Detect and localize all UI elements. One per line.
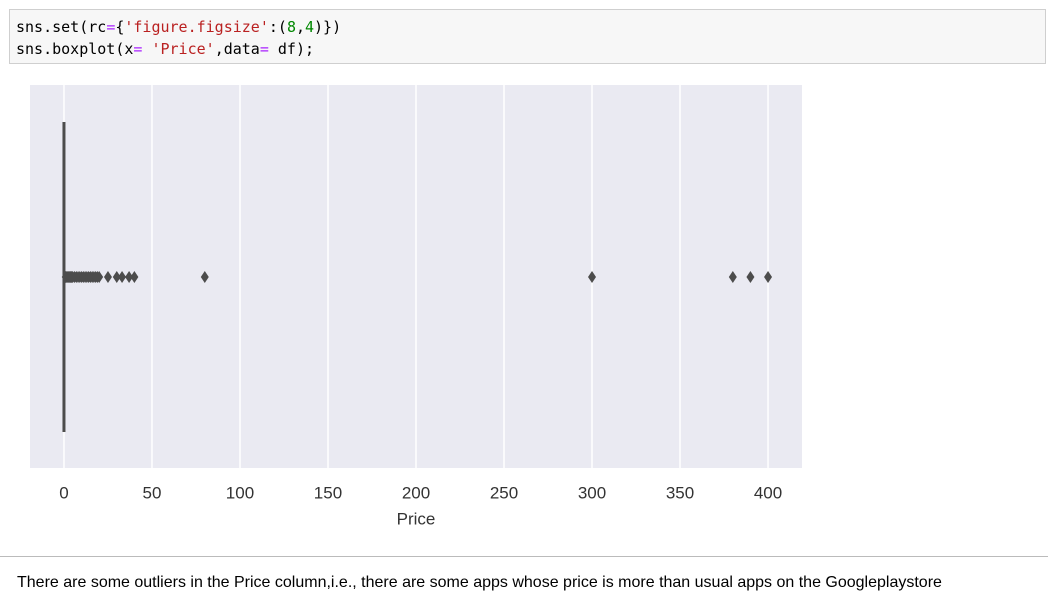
outlier [746, 271, 755, 283]
outlier [200, 271, 209, 283]
code-token: = [259, 40, 278, 58]
markdown-text: There are some outliers in the Price col… [17, 574, 942, 591]
code-line: sns.boxplot(x= 'Price',data= df); [16, 38, 1039, 60]
outlier [728, 271, 737, 283]
code-token: sns.set(rc [16, 18, 107, 36]
code-line: sns.set(rc={'figure.figsize':(8,4)}) [16, 16, 1039, 38]
code-token: 'figure.figsize' [124, 18, 269, 36]
code-token: { [115, 18, 125, 36]
code-cell[interactable]: sns.set(rc={'figure.figsize':(8,4)}) sns.… [9, 9, 1046, 64]
outlier [764, 271, 773, 283]
code-token: 8 [286, 18, 296, 36]
x-tick-label: 100 [226, 483, 254, 502]
code-token: df); [277, 40, 315, 58]
x-tick-label: 0 [59, 483, 68, 502]
code-token: 4 [305, 18, 315, 36]
x-tick-label: 250 [490, 483, 518, 502]
outlier [130, 271, 139, 283]
chart: Price 0 50 100 150 200 250 300 350 400 [30, 85, 802, 528]
outlier [103, 271, 112, 283]
outlier [588, 271, 597, 283]
x-tick-label: 400 [754, 483, 782, 502]
x-tick-label: 300 [578, 483, 606, 502]
code-token: ,data [214, 40, 260, 58]
code-token: , [295, 18, 305, 36]
outlier [125, 271, 134, 283]
code-token: = [106, 18, 116, 36]
outlier [118, 271, 127, 283]
code-token: sns.boxplot(x [16, 40, 134, 58]
x-tick-label: 350 [666, 483, 694, 502]
outlier [112, 271, 121, 283]
x-tick-label: 50 [143, 483, 162, 502]
divider [0, 556, 1048, 557]
code-token: 'Price' [151, 40, 215, 58]
code-token: :( [268, 18, 287, 36]
code-token: )}) [314, 18, 342, 36]
x-tick-label: 200 [402, 483, 430, 502]
x-tick-label: 150 [314, 483, 342, 502]
x-axis-label: Price [397, 509, 436, 528]
code-token: = [133, 40, 152, 58]
outlier [95, 271, 104, 283]
